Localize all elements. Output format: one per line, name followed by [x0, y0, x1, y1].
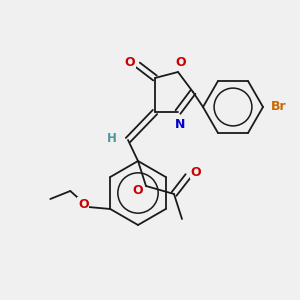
Text: O: O: [191, 166, 201, 178]
Text: O: O: [125, 56, 135, 70]
Text: O: O: [133, 184, 143, 197]
Text: O: O: [176, 56, 186, 68]
Text: H: H: [107, 131, 117, 145]
Text: Br: Br: [271, 100, 286, 113]
Text: N: N: [175, 118, 185, 130]
Text: O: O: [78, 197, 88, 211]
